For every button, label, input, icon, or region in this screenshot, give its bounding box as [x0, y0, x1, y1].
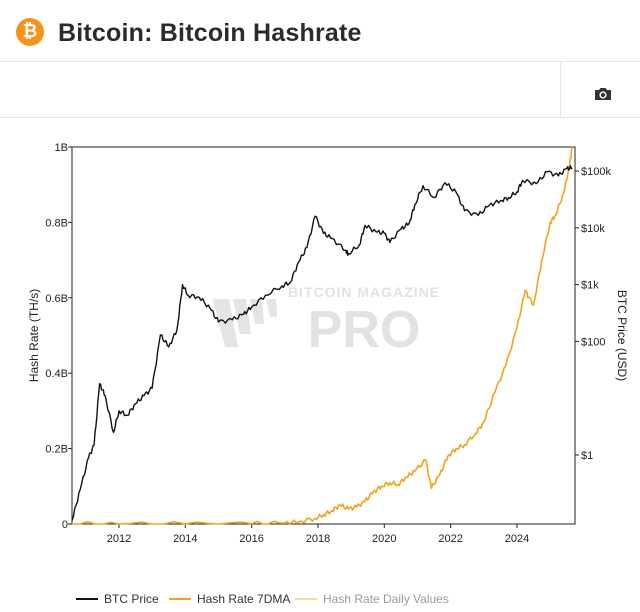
legend-item-btc-price[interactable]: BTC Price	[76, 592, 166, 606]
y-tick-label-left: 0.2B	[45, 444, 68, 456]
series-line-btc-price	[71, 165, 573, 521]
x-tick-label: 2022	[438, 533, 462, 545]
legend: BTC Price Hash Rate 7DMA Hash Rate Daily…	[0, 586, 640, 610]
watermark-line2: PRO	[308, 301, 421, 359]
camera-icon[interactable]	[594, 87, 612, 101]
toolbar-divider	[560, 62, 561, 118]
watermark: BITCOIN MAGAZINE PRO	[213, 284, 440, 359]
x-tick-label: 2018	[306, 533, 330, 545]
y-tick-label-left: 0	[62, 519, 68, 531]
y-tick-label-left: 0.6B	[45, 293, 68, 305]
x-tick-label: 2016	[239, 533, 263, 545]
y-tick-label-left: 0.4B	[45, 368, 68, 380]
legend-item-hash-rate-7dma[interactable]: Hash Rate 7DMA	[169, 592, 299, 606]
plot-frame	[71, 146, 576, 525]
y-tick-label-right: $100	[581, 336, 605, 348]
hashrate-chart[interactable]: BITCOIN MAGAZINE PRO 0 0.2B 0.4B 0.6B 0.8B 1B…	[0, 119, 640, 589]
y-tick-label-right: $1	[581, 450, 593, 462]
legend-swatch-btc-price	[76, 598, 98, 600]
legend-swatch-hash-rate-7dma	[169, 598, 191, 600]
x-tick-label: 2020	[372, 533, 396, 545]
legend-label: Hash Rate Daily Values	[323, 592, 449, 606]
legend-label: Hash Rate 7DMA	[197, 592, 291, 606]
watermark-logo-icon	[213, 299, 277, 347]
legend-label: BTC Price	[104, 592, 159, 606]
x-tick-label: 2012	[107, 533, 131, 545]
y-tick-label-right: $100k	[581, 166, 611, 178]
y-tick-label-right: $1k	[581, 280, 599, 292]
axes: 0 0.2B 0.4B 0.6B 0.8B 1B $1 $100 $1k $10k $100k 201…	[27, 142, 629, 545]
x-tick-label: 2024	[505, 533, 529, 545]
y-tick-label-left: 0.8B	[45, 217, 68, 229]
bitcoin-icon: ₿	[16, 18, 44, 46]
series-layer	[71, 146, 573, 525]
page-title: Bitcoin: Bitcoin Hashrate	[58, 19, 362, 47]
y-axis-title-left: Hash Rate (TH/s)	[27, 289, 41, 382]
legend-swatch-hash-rate-daily	[295, 598, 317, 600]
y-axis-title-right: BTC Price (USD)	[615, 290, 629, 381]
x-tick-label: 2014	[173, 533, 197, 545]
y-tick-label-left: 1B	[55, 142, 68, 154]
chart-area: BITCOIN MAGAZINE PRO 0 0.2B 0.4B 0.6B 0.8B 1B…	[0, 119, 640, 612]
header: ₿ Bitcoin: Bitcoin Hashrate	[0, 0, 640, 62]
chart-toolbar	[0, 62, 640, 118]
legend-item-hash-rate-daily[interactable]: Hash Rate Daily Values	[295, 592, 455, 606]
watermark-line1: BITCOIN MAGAZINE	[288, 284, 440, 300]
series-line-hash-rate-7dma	[72, 146, 573, 525]
y-tick-label-right: $10k	[581, 223, 605, 235]
